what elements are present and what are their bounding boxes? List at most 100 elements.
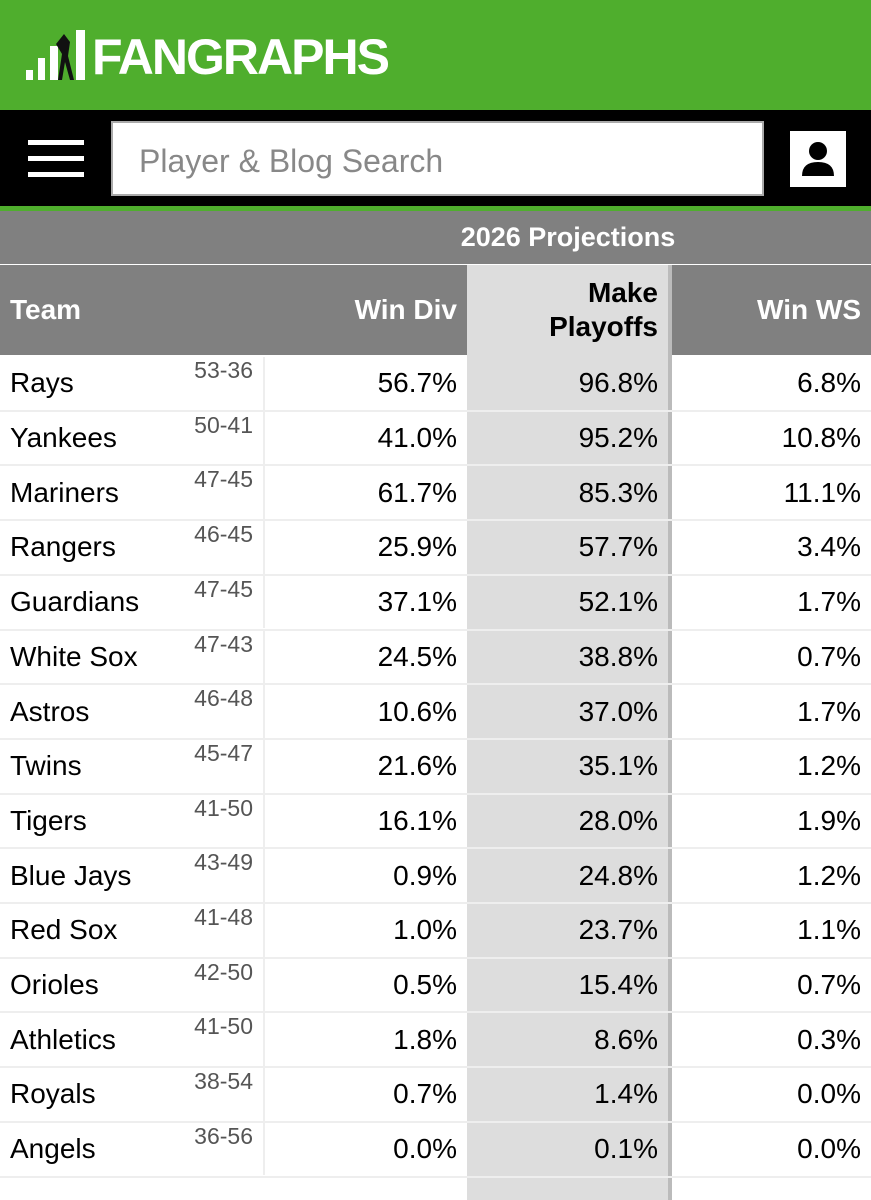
table-title: 2026 Projections	[460, 222, 676, 252]
win-div: 25.9%	[377, 531, 457, 563]
win-ws: 0.7%	[797, 969, 861, 1001]
team-name: Angels	[10, 1133, 96, 1165]
team-name: White Sox	[10, 640, 138, 672]
column-header: Win WS	[757, 294, 861, 325]
make-playoffs: 57.7%	[578, 531, 658, 563]
team-name: Mariners	[10, 476, 119, 508]
row-line	[0, 1066, 871, 1069]
team-name: Tigers	[10, 804, 87, 836]
win-div: 1.8%	[393, 1023, 457, 1055]
win-ws: 0.3%	[797, 1023, 861, 1055]
row-line	[0, 573, 871, 576]
row-line	[0, 683, 871, 686]
row-line	[0, 1011, 871, 1014]
win-ws: 1.2%	[797, 750, 861, 782]
win-ws: 6.8%	[797, 367, 861, 399]
search-input[interactable]: Player & Blog Search	[111, 121, 764, 196]
row-line	[0, 1120, 871, 1123]
make-playoffs: 15.4%	[578, 969, 658, 1001]
team-name: Blue Jays	[10, 859, 132, 891]
win-div: 10.6%	[377, 695, 457, 727]
record: 47-45	[185, 575, 265, 629]
record: 41-48	[185, 904, 265, 957]
column-header: Make Playoffs	[549, 277, 658, 342]
row-line	[0, 902, 871, 904]
win-div: 61.7%	[377, 476, 457, 508]
team-name: Yankees	[10, 422, 117, 454]
win-ws: 1.2%	[797, 859, 861, 891]
team-name: Orioles	[10, 969, 99, 1001]
make-playoffs: 24.8%	[578, 859, 658, 891]
make-playoffs: 1.4%	[594, 1078, 658, 1110]
row-line	[0, 792, 871, 795]
divider	[0, 206, 871, 211]
win-div: 0.5%	[393, 969, 457, 1001]
win-ws: 11.1%	[783, 476, 861, 508]
team-name: Royals	[10, 1078, 96, 1110]
make-playoffs: 0.1%	[594, 1133, 658, 1165]
make-playoffs: 52.1%	[578, 586, 658, 618]
menu-button[interactable]	[28, 140, 84, 180]
win-ws: 1.7%	[797, 695, 861, 727]
row-line	[0, 464, 871, 467]
row-line	[0, 628, 871, 631]
row-line	[0, 519, 871, 522]
win-div: 56.7%	[377, 367, 457, 399]
win-ws: 10.8%	[781, 422, 861, 454]
record: 45-47	[185, 739, 265, 793]
win-div: 16.1%	[377, 804, 457, 836]
col-divider	[668, 265, 672, 1200]
record: 42-50	[185, 958, 265, 1012]
make-playoffs: 23.7%	[578, 914, 658, 946]
win-ws: 1.9%	[797, 804, 861, 836]
win-div: 0.9%	[393, 859, 457, 891]
logo-text[interactable]: FANGRAPHS	[92, 29, 390, 85]
team-name: Athletics	[10, 1023, 116, 1055]
record: 47-43	[185, 630, 265, 684]
win-ws: 1.7%	[797, 586, 861, 618]
projections-table: 2026 Projections Team Win Div Make Playoffs…	[0, 211, 871, 1200]
win-div: 21.6%	[377, 750, 457, 782]
record: 46-48	[185, 685, 265, 738]
record: 46-45	[185, 521, 265, 574]
win-ws: 3.4%	[797, 531, 861, 563]
record: 41-50	[185, 1013, 265, 1067]
team-name: Rays	[10, 367, 74, 399]
header-row	[0, 265, 871, 355]
row-line	[0, 737, 871, 740]
win-div: 24.5%	[377, 640, 457, 672]
record: 38-54	[185, 1068, 265, 1121]
team-name: Twins	[10, 750, 82, 782]
make-playoffs: 37.0%	[578, 695, 658, 727]
win-ws: 0.0%	[797, 1133, 861, 1165]
account-button[interactable]	[790, 131, 846, 187]
make-playoffs: 95.2%	[578, 422, 658, 454]
record: 43-49	[185, 849, 265, 902]
column-header: Win Div	[354, 294, 457, 325]
record: 53-36	[185, 357, 265, 410]
row-line	[0, 409, 871, 412]
win-div: 1.0%	[393, 914, 457, 946]
record: 47-45	[185, 466, 265, 520]
win-ws: 0.0%	[797, 1078, 861, 1110]
playoffs-col	[467, 265, 668, 1200]
row-line	[0, 1175, 871, 1178]
row-line	[0, 847, 871, 850]
team-name: Red Sox	[10, 914, 118, 946]
record: 50-41	[185, 411, 265, 465]
column-header: Team	[10, 294, 82, 325]
make-playoffs: 35.1%	[578, 750, 658, 782]
row-line	[0, 956, 871, 959]
title-bar	[0, 211, 871, 264]
win-div: 0.7%	[393, 1078, 457, 1110]
win-ws: 1.1%	[797, 914, 861, 946]
make-playoffs: 28.0%	[578, 804, 658, 836]
win-ws: 0.7%	[797, 640, 861, 672]
team-name: Guardians	[10, 586, 140, 618]
record: 36-56	[185, 1122, 265, 1176]
make-playoffs: 85.3%	[578, 476, 658, 508]
make-playoffs: 8.6%	[594, 1023, 658, 1055]
win-div: 37.1%	[377, 586, 457, 618]
record: 41-50	[185, 794, 265, 848]
